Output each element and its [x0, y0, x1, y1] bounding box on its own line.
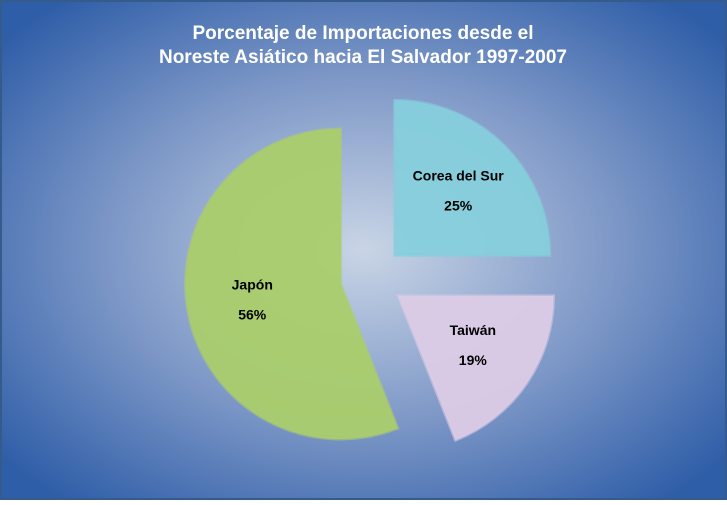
- slice-label: Japón: [232, 277, 273, 293]
- pie-slice: [393, 98, 552, 257]
- slice-label: Taiwán: [450, 322, 496, 338]
- slice-label: Corea del Sur: [413, 168, 505, 184]
- pie-slice: [184, 127, 400, 441]
- value-label: 19%: [459, 352, 488, 368]
- chart-title: Porcentaje de Importaciones desde el: [192, 23, 533, 44]
- value-label: 56%: [238, 307, 267, 323]
- chart-title: Noreste Asiático hacia El Salvador 1997-…: [159, 47, 567, 68]
- pie-slice: [396, 294, 555, 443]
- value-label: 25%: [444, 198, 473, 214]
